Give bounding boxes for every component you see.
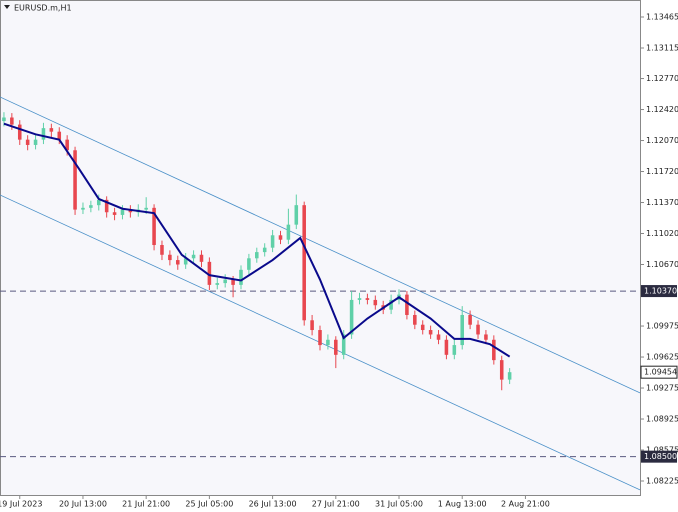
- y-tick-label: 1.12770: [646, 74, 678, 83]
- x-tick-label: 1 Aug 13:00: [438, 500, 487, 509]
- level-label: 1.08500: [644, 452, 677, 461]
- trendline: [0, 96, 641, 394]
- y-tick-label: 1.11370: [646, 198, 678, 207]
- y-tick-label: 1.11720: [646, 167, 678, 176]
- moving-average: [3, 122, 511, 358]
- candle-body: [2, 117, 6, 122]
- candle-body: [168, 254, 172, 261]
- candle-body: [499, 360, 504, 380]
- candle-body: [405, 294, 409, 315]
- candle-body: [365, 298, 370, 300]
- candle-body: [326, 339, 330, 346]
- candle-body: [436, 334, 441, 340]
- candle-body: [191, 254, 196, 259]
- candle-body: [476, 324, 480, 335]
- candle-body: [33, 139, 38, 145]
- candle-body: [81, 207, 85, 210]
- x-tick-label: 25 Jul 05:00: [185, 500, 233, 509]
- candle-body: [25, 139, 30, 145]
- price-label-box: [640, 365, 678, 379]
- candle-body: [239, 269, 243, 285]
- candle-body: [270, 235, 275, 248]
- level-label: 1.10370: [644, 287, 677, 296]
- candle-body: [373, 299, 378, 306]
- candle-body: [413, 314, 417, 325]
- y-tick-label: 1.08925: [646, 415, 678, 424]
- candle-body: [247, 258, 251, 270]
- y-tick-label: 1.13115: [646, 43, 678, 52]
- candle-body: [223, 279, 227, 284]
- candle-body: [310, 320, 314, 331]
- candle-body: [73, 150, 77, 210]
- candle-body: [349, 299, 354, 335]
- candle-body: [199, 254, 204, 262]
- candle-body: [262, 247, 267, 253]
- chart-title: EURUSD.m,H1: [14, 4, 72, 13]
- candle-body: [41, 128, 46, 140]
- y-tick-label: 1.13465: [646, 13, 678, 22]
- y-tick-label: 1.10670: [646, 260, 678, 269]
- candle-body: [215, 283, 220, 285]
- y-tick-label: 1.12420: [646, 105, 678, 114]
- candle-body: [128, 209, 133, 213]
- y-tick-label: 1.08575: [646, 446, 678, 455]
- candle-body: [460, 314, 464, 346]
- menu-arrow[interactable]: [4, 5, 10, 9]
- candle-body: [104, 199, 109, 213]
- y-tick-label: 1.12070: [646, 136, 678, 145]
- candle-body: [318, 330, 322, 346]
- candle-body: [492, 339, 496, 361]
- candle-body: [89, 205, 93, 208]
- candle-body: [255, 252, 259, 259]
- candle-body: [302, 205, 306, 321]
- candle-body: [65, 139, 69, 151]
- candle-body: [444, 339, 449, 355]
- candle-body: [120, 209, 125, 215]
- y-tick-label: 1.09625: [646, 353, 678, 362]
- x-tick-label: 2 Aug 21:00: [501, 500, 550, 509]
- candle-body: [57, 131, 62, 140]
- candle-body: [286, 224, 291, 240]
- candle-body: [176, 260, 180, 265]
- x-tick-label: 31 Jul 05:00: [375, 500, 423, 509]
- level-label-box: [641, 450, 677, 463]
- candle-body: [152, 207, 156, 246]
- y-tick-label: 1.11020: [646, 229, 678, 238]
- y-tick-label: 1.09975: [646, 322, 678, 331]
- candle-body: [96, 199, 101, 206]
- candle-body: [484, 334, 488, 340]
- level-label-box: [641, 285, 677, 298]
- candle-body: [17, 124, 22, 140]
- x-tick-label: 19 Jul 2023: [0, 500, 42, 509]
- candle-body: [49, 128, 54, 132]
- candle-body: [428, 330, 433, 335]
- plot-area: [0, 0, 641, 496]
- candle-body: [452, 345, 457, 355]
- candle-body: [112, 212, 117, 215]
- candle-body: [357, 298, 362, 300]
- x-tick-label: 20 Jul 13:00: [59, 500, 107, 509]
- candle-body: [231, 279, 235, 285]
- y-tick-label: 1.08225: [646, 477, 678, 486]
- candle-body: [507, 372, 512, 380]
- y-tick-label: 1.09275: [646, 384, 678, 393]
- price-label: 1.09454: [644, 368, 677, 377]
- candle-body: [389, 299, 393, 310]
- candle-body: [341, 334, 346, 355]
- candle-body: [183, 258, 188, 265]
- candle-body: [278, 235, 283, 240]
- candle-body: [207, 261, 212, 285]
- x-tick-label: 21 Jul 21:00: [122, 500, 170, 509]
- candle-body: [160, 245, 164, 255]
- candle-body: [294, 205, 299, 225]
- candle-body: [468, 314, 472, 325]
- candle-body: [420, 324, 425, 331]
- candle-body: [10, 117, 14, 125]
- candle-body: [144, 207, 148, 210]
- x-tick-label: 26 Jul 13:00: [249, 500, 297, 509]
- x-tick-label: 27 Jul 21:00: [312, 500, 360, 509]
- candle-body: [334, 339, 338, 355]
